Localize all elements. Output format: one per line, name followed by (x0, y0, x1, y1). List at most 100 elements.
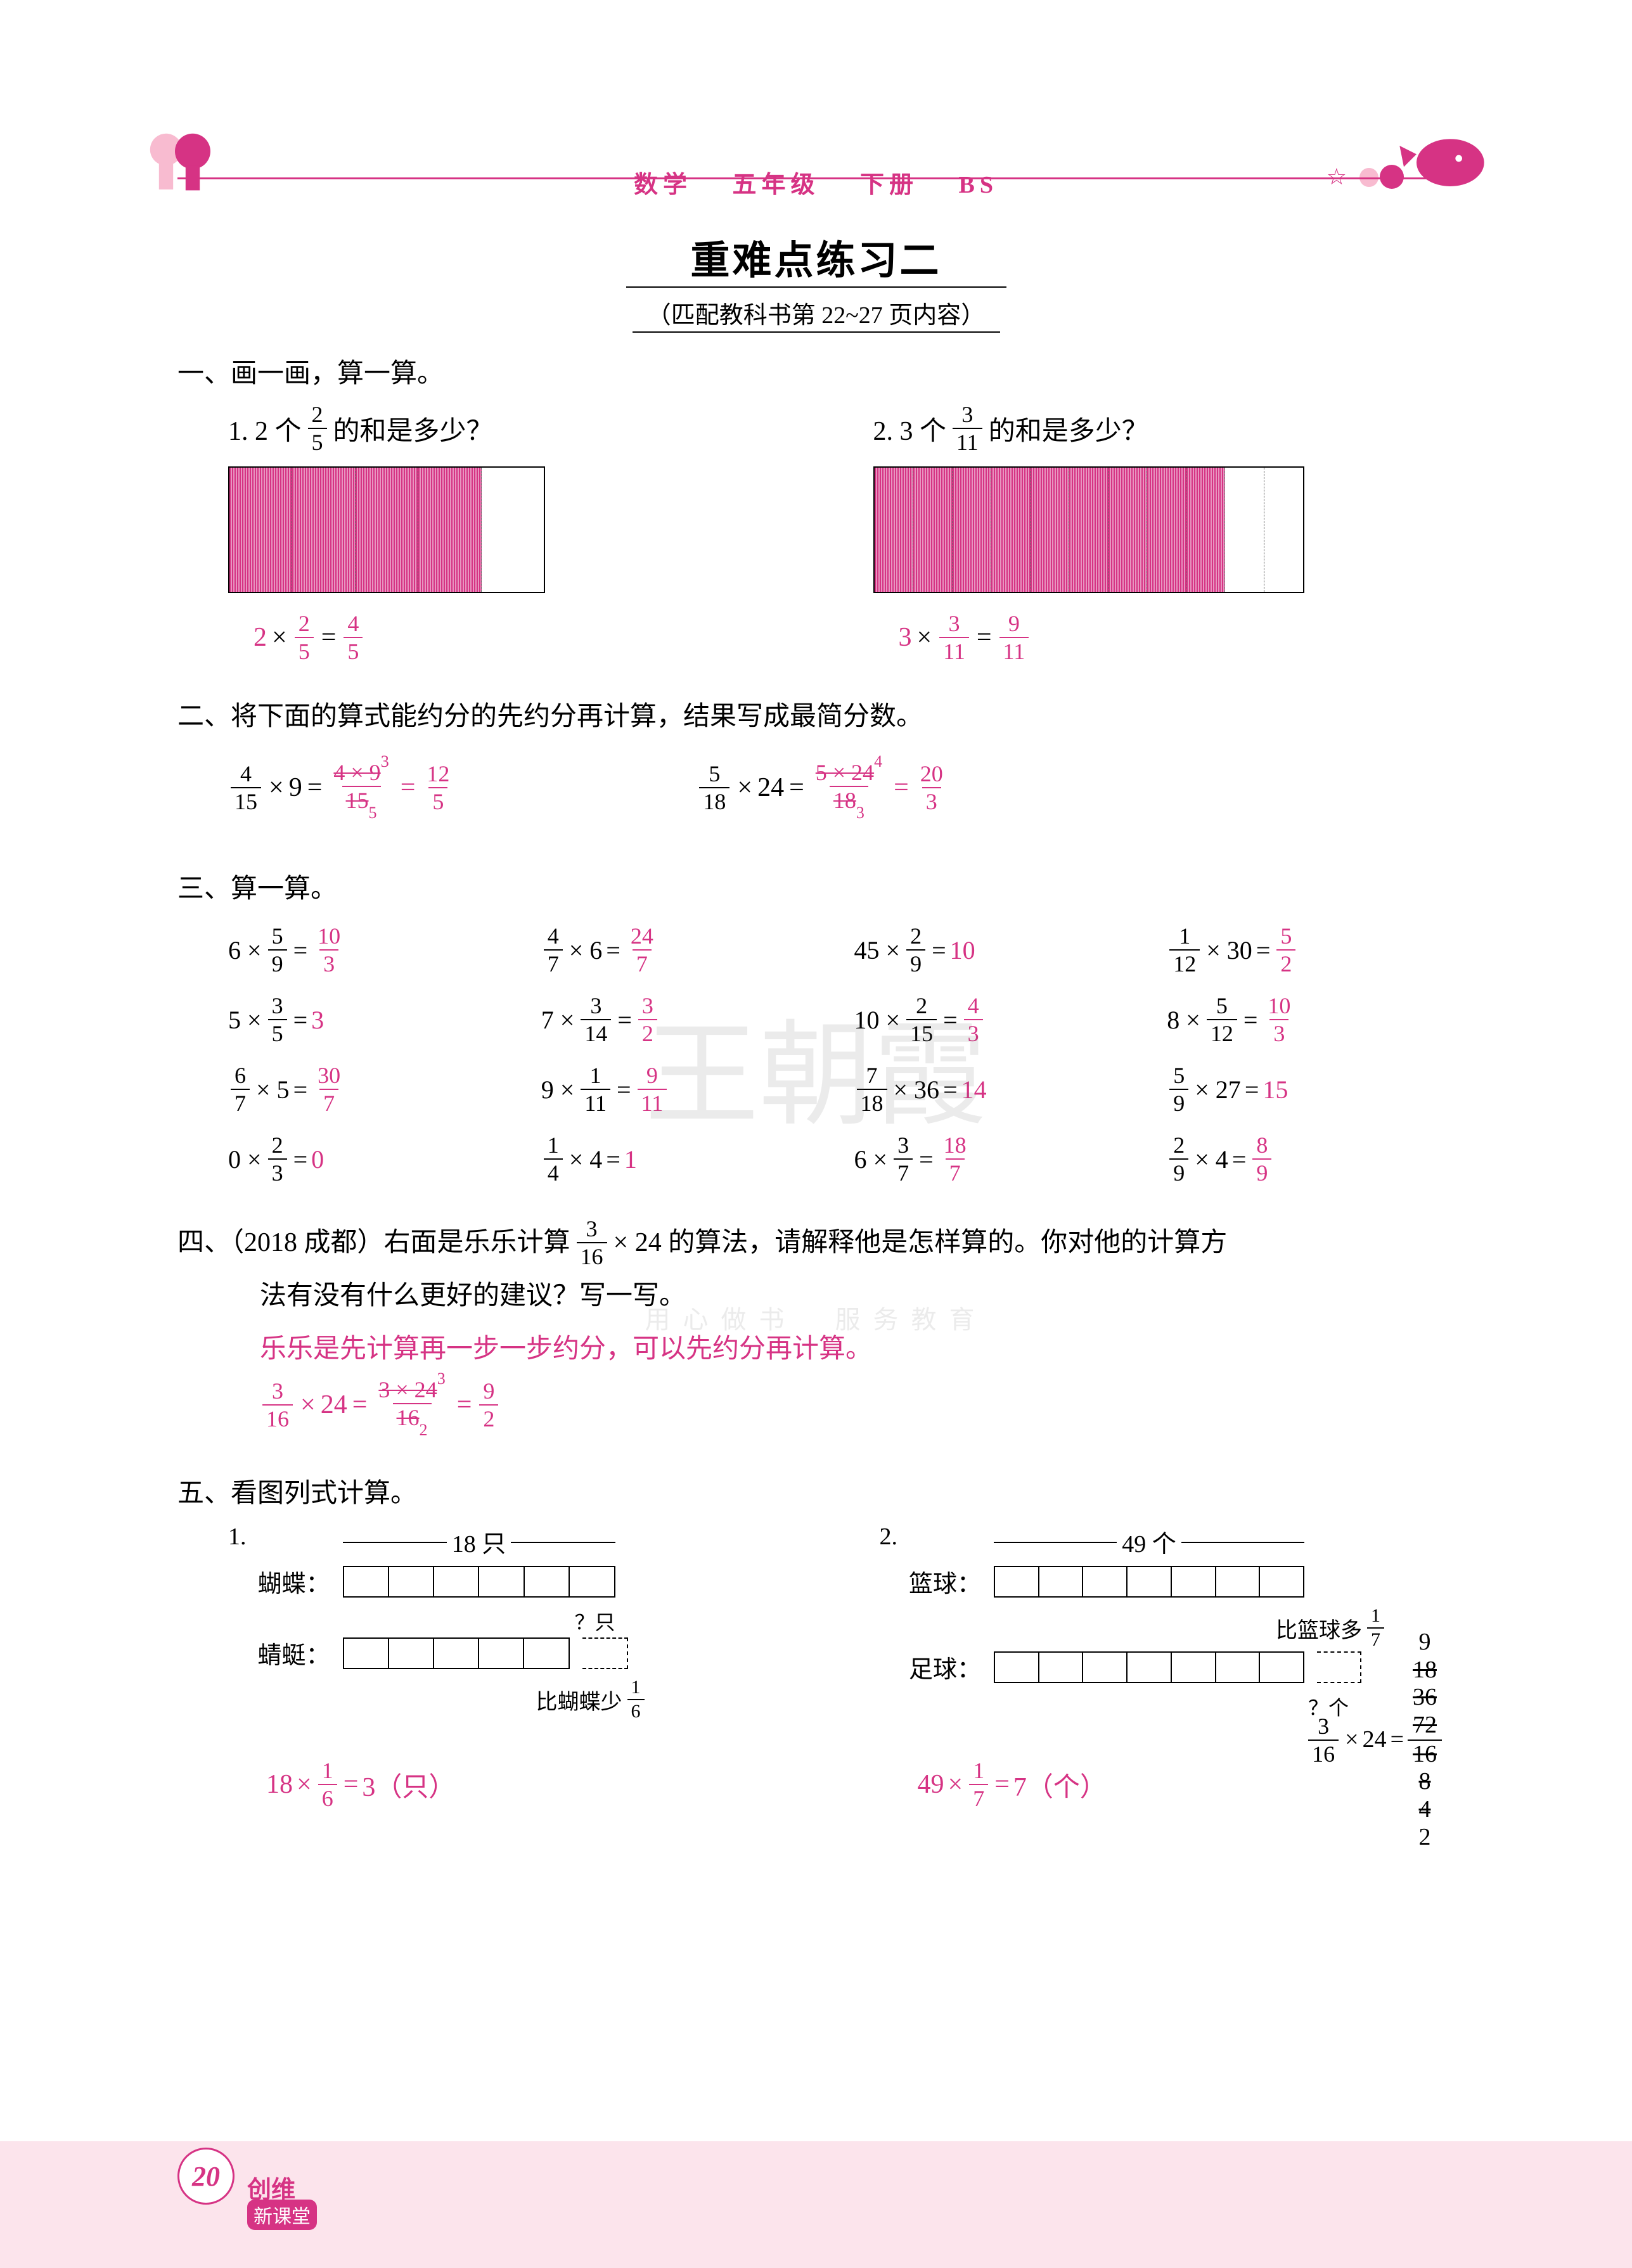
work-den: 18 (833, 788, 856, 813)
fraction-num: 4 (344, 612, 363, 637)
bar-model-dashed (582, 1637, 628, 1669)
fraction-den: 7 (969, 1784, 988, 1810)
title-main: 重难点练习二 (177, 228, 1455, 285)
q-text: 的和是多少？ (989, 409, 1148, 448)
bar-model (994, 1566, 1304, 1598)
fraction-den: 5 (344, 637, 363, 663)
section-5-title: 五、看图列式计算。 (177, 1471, 1455, 1510)
calc-cell: 718× 36 = 14 (854, 1064, 1142, 1115)
cancel-bot: 5 (369, 804, 377, 822)
q4-text: × 24 的算法，请解释他是怎样算的。你对他的计算方 (614, 1216, 1228, 1269)
header-volume: 下册 (860, 172, 918, 198)
multiplier: 24 (321, 1378, 347, 1432)
work-den: 15 (346, 788, 369, 813)
section-1-title: 一、画一画，算一算。 (177, 352, 1455, 390)
answer-equation: 2 × 25 = 45 (254, 612, 810, 663)
fraction-den: 5 (428, 787, 447, 813)
calc-cell: 47× 6 = 247 (541, 925, 829, 975)
fraction-den: 2 (479, 1404, 498, 1430)
page-header: 数学 五年级 下册 BS (0, 165, 1632, 200)
calc-cell: 6 ×59 = 103 (228, 925, 516, 975)
multiplier: 9 (289, 772, 302, 803)
calc-cell: 29× 4 = 89 (1167, 1134, 1455, 1184)
fraction-num: 4 (236, 762, 255, 787)
calc-cell: 10 ×215 = 43 (854, 994, 1142, 1045)
q4-text: 四、（2018 成都）右面是乐乐计算 (177, 1216, 570, 1269)
fraction-den: 6 (627, 1699, 645, 1721)
fraction-den: 16 (1308, 1739, 1339, 1765)
fraction-num: 3 (582, 1217, 601, 1242)
footer-brand-sub: 新课堂 (247, 2200, 317, 2230)
work-num: 5 × 24 (816, 760, 874, 785)
cancel-bot: 2 (420, 1421, 428, 1439)
fraction-den: 3 (922, 787, 941, 813)
note-text: 比蝴蝶少 (536, 1684, 622, 1715)
fraction-num: 5 (705, 762, 724, 787)
question-5-1: 1. 18 只 蝴蝶： ？只 蜻蜓： 比蝴蝶少 16 (228, 1523, 804, 1810)
bar-model (343, 1566, 615, 1598)
answer-result: 3（只） (362, 1765, 455, 1804)
calc-grid: 6 ×59 = 10347× 6 = 24745 ×29 = 10112× 30… (228, 925, 1455, 1184)
section-2-title: 二、将下面的算式能约分的先约分再计算，结果写成最简分数。 (177, 695, 1455, 733)
equation-2-1: 415 × 9 = 4 × 93155 = 125 (228, 759, 456, 816)
calc-cell: 8 ×512 = 103 (1167, 994, 1455, 1045)
calc-cell: 67× 5 = 307 (228, 1064, 516, 1115)
question-1-2: 2. 3 个 311 的和是多少？ 3 × 311 = 911 (873, 403, 1455, 663)
fraction-den: 6 (318, 1784, 337, 1810)
fraction-num: 9 (479, 1380, 498, 1404)
fraction-num: 9 (1005, 612, 1024, 637)
cancel-top: 3 (381, 752, 389, 771)
bar-total-label: 49 个 (994, 1523, 1304, 1559)
bar-model (994, 1651, 1304, 1683)
fraction-den: 5 (308, 428, 327, 454)
header-grade: 五年级 (732, 172, 819, 198)
fraction-den: 11 (939, 637, 969, 663)
question-4: 四、（2018 成都）右面是乐乐计算 316 × 24 的算法，请解释他是怎样算… (177, 1216, 1455, 1269)
fraction-den: 11 (999, 637, 1029, 663)
bar-label: 足球： (905, 1650, 981, 1684)
fraction-num: 20 (916, 762, 947, 787)
work-num: 3 × 24 (378, 1377, 437, 1402)
missing-label: ？个 (905, 1692, 1349, 1721)
missing-label: ？只 (254, 1606, 615, 1636)
calc-cell: 14× 4 = 1 (541, 1134, 829, 1184)
q4-answer-eq: 316 × 24 = 3 × 243162 = 92 (260, 1376, 1455, 1433)
answer-equation: 3 × 311 = 911 (899, 612, 1455, 663)
bar-model (343, 1637, 570, 1669)
page-number: 20 (177, 2148, 235, 2205)
fraction-den: 11 (953, 428, 982, 454)
fraction-den: 16 (262, 1404, 293, 1430)
answer-val: 18 (266, 1769, 293, 1800)
q-text: 2. 3 个 (873, 409, 947, 448)
equation-2-2: 518 × 24 = 5 × 244183 = 203 (697, 759, 949, 816)
calc-cell: 9 ×111 = 911 (541, 1064, 829, 1115)
answer-val: 49 (918, 1769, 944, 1800)
fraction-den: 16 (577, 1242, 607, 1268)
fraction-num: 2 (308, 403, 327, 428)
multiplier: 24 (757, 772, 784, 803)
q5-answer: 18 × 16 = 3（只） (266, 1759, 804, 1810)
bar-label: 篮球： (905, 1564, 981, 1599)
bar-diagram (873, 466, 1304, 593)
bar-label: 蝴蝶： (254, 1564, 330, 1599)
q4-side-work: 316 × 24 = 918367216842 (1306, 1565, 1442, 1852)
cancel-top: 4 (874, 752, 882, 771)
fraction-den: 5 (295, 637, 314, 663)
fraction-num: 1 (969, 1759, 988, 1784)
bar-total-label: 18 只 (343, 1523, 615, 1559)
multiplier: 24 (1363, 1724, 1387, 1755)
calc-cell: 6 ×37 = 187 (854, 1134, 1142, 1184)
title-underline (633, 331, 1000, 333)
fraction-den: 18 (699, 787, 729, 813)
calc-cell: 112× 30 = 52 (1167, 925, 1455, 975)
work-num: 4 × 9 (333, 760, 380, 785)
calc-cell: 59× 27 = 15 (1167, 1064, 1455, 1115)
fraction-num: 3 (945, 612, 964, 637)
cancel-top: 3 (437, 1369, 446, 1388)
fraction-num: 3 (268, 1380, 287, 1404)
fraction-num: 12 (423, 762, 453, 787)
watermark-sub: 用心做书 服务教育 (645, 1299, 987, 1336)
fraction-num: 1 (318, 1759, 337, 1784)
bar-diagram (228, 466, 545, 593)
title-sub: （匹配教科书第 22~27 页内容） (177, 295, 1455, 330)
